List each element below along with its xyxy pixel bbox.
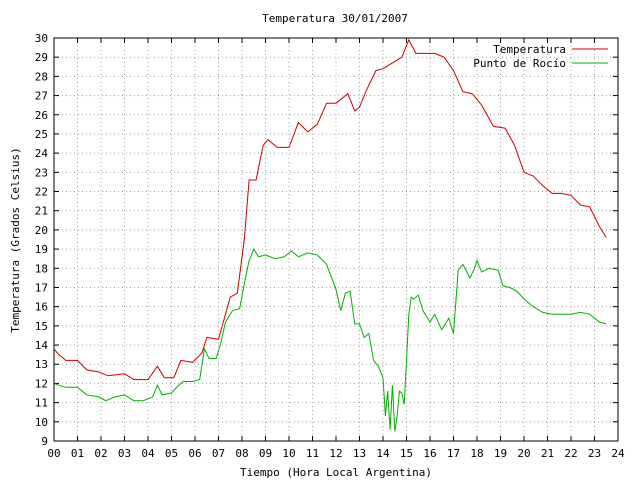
x-tick-label: 02	[94, 447, 107, 460]
y-tick-label: 20	[35, 224, 48, 237]
x-tick-label: 04	[141, 447, 155, 460]
y-tick-label: 28	[35, 70, 48, 83]
y-tick-label: 16	[35, 301, 48, 314]
x-tick-label: 14	[376, 447, 390, 460]
y-tick-label: 24	[35, 147, 49, 160]
y-tick-label: 27	[35, 90, 48, 103]
y-tick-label: 23	[35, 166, 48, 179]
y-tick-label: 10	[35, 416, 48, 429]
y-tick-label: 30	[35, 32, 48, 45]
x-tick-label: 19	[494, 447, 507, 460]
x-tick-label: 11	[306, 447, 319, 460]
axis-ticks: 9 10 11 12 13 14 15 16 17 18 19 20 21 22 23 24 25 26 27 28 2…	[35, 32, 625, 460]
y-tick-label: 22	[35, 186, 48, 199]
series-line-1	[53, 247, 607, 432]
y-tick-label: 26	[35, 109, 48, 122]
legend-label: Punto de Rocío	[473, 57, 566, 70]
y-tick-label: 15	[35, 320, 48, 333]
x-tick-label: 22	[564, 447, 577, 460]
y-tick-label: 9	[41, 435, 48, 448]
plot-frame	[53, 37, 619, 442]
x-tick-label: 05	[165, 447, 178, 460]
y-tick-label: 19	[35, 243, 48, 256]
x-tick-label: 17	[447, 447, 460, 460]
y-tick-label: 14	[35, 339, 49, 352]
grid-lines	[53, 37, 619, 442]
x-tick-label: 20	[517, 447, 530, 460]
x-tick-label: 13	[353, 447, 366, 460]
x-tick-label: 18	[470, 447, 483, 460]
y-tick-label: 21	[35, 205, 48, 218]
x-tick-label: 03	[118, 447, 131, 460]
y-tick-label: 25	[35, 128, 48, 141]
x-tick-label: 09	[259, 447, 272, 460]
x-tick-label: 12	[329, 447, 342, 460]
y-tick-label: 17	[35, 281, 48, 294]
y-tick-label: 11	[35, 397, 48, 410]
x-axis-label: Tiempo (Hora Local Argentina)	[240, 466, 432, 479]
x-tick-label: 01	[71, 447, 84, 460]
x-tick-label: 15	[400, 447, 413, 460]
x-tick-label: 07	[212, 447, 225, 460]
x-tick-label: 23	[588, 447, 601, 460]
series-lines	[53, 38, 607, 432]
x-tick-label: 06	[188, 447, 201, 460]
series-line-0	[53, 38, 607, 381]
legend-label: Temperatura	[493, 43, 566, 56]
y-tick-label: 18	[35, 262, 48, 275]
x-tick-label: 10	[282, 447, 295, 460]
x-tick-label: 08	[235, 447, 248, 460]
y-axis-label: Temperatura (Grados Celsius)	[9, 147, 22, 332]
y-tick-label: 12	[35, 377, 48, 390]
x-tick-label: 24	[611, 447, 625, 460]
x-tick-label: 16	[423, 447, 436, 460]
x-tick-label: 21	[541, 447, 554, 460]
y-tick-label: 29	[35, 51, 48, 64]
y-tick-label: 13	[35, 358, 48, 371]
chart-title: Temperatura 30/01/2007	[262, 12, 408, 25]
x-tick-label: 00	[47, 447, 60, 460]
